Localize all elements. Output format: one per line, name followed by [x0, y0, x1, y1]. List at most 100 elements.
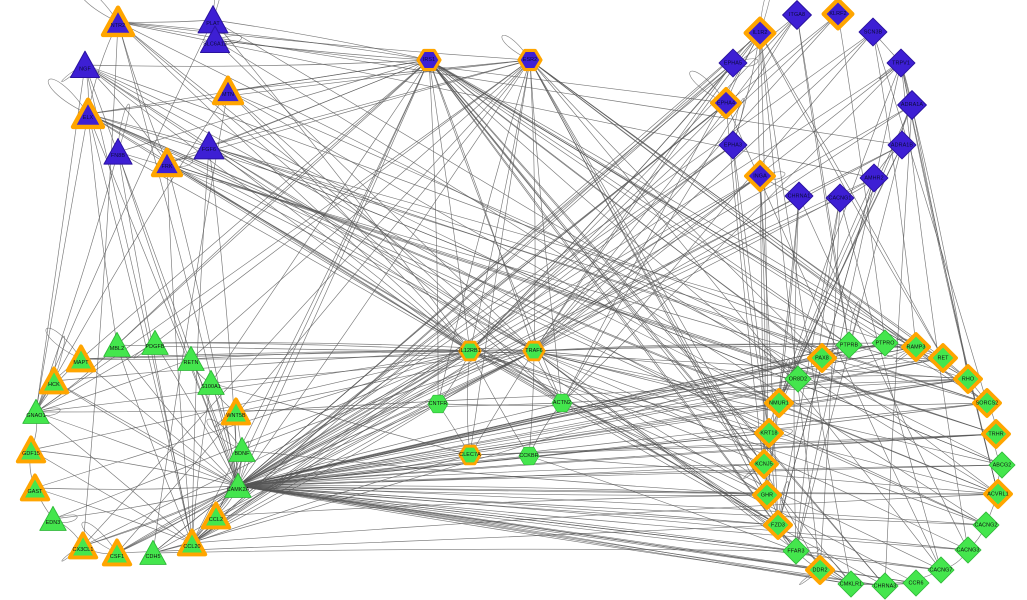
graph-node-kcnj5[interactable]: KCNJ5 [749, 449, 779, 479]
graph-node-gdf15[interactable]: GDF15 [15, 435, 47, 465]
graph-node-klrf2[interactable]: KLRF2 [821, 0, 855, 31]
edge [166, 162, 535, 352]
graph-node-ntr2[interactable]: NTR2 [100, 5, 136, 39]
graph-node-cacng7[interactable]: CACNG7 [927, 556, 956, 585]
graph-node-cx3cl1[interactable]: CX3CL1 [67, 531, 99, 561]
edge [529, 59, 823, 359]
edge [227, 59, 531, 92]
edge [533, 350, 1003, 466]
edge [528, 455, 797, 552]
graph-node-il1r2[interactable]: IL1R2 [743, 16, 777, 50]
edge [428, 59, 765, 465]
graph-node-frk[interactable]: FRK [150, 147, 184, 179]
graph-node-ngf[interactable]: NGF [69, 49, 102, 82]
graph-node-il12rb1[interactable]: IL12RB1 [458, 340, 482, 362]
edge [166, 162, 193, 544]
graph-node-epha3[interactable]: EPHA3 [718, 130, 749, 161]
edge [428, 59, 917, 348]
graph-node-mbl2[interactable]: MBL2 [102, 330, 132, 360]
graph-node-adra1b[interactable]: ADRA1B [887, 130, 918, 161]
graph-node-fgf6[interactable]: FGF6 [192, 129, 226, 163]
graph-node-scn3b[interactable]: SCN3B [858, 17, 889, 48]
edge [428, 59, 852, 585]
graph-node-irs1[interactable]: IRS1 [416, 48, 442, 72]
graph-node-slc6a12[interactable]: SLC6A12 [199, 24, 232, 57]
graph-node-esr2[interactable]: ESR2 [517, 48, 543, 72]
graph-node-epha4[interactable]: EPHA4 [710, 87, 742, 119]
graph-node-ccl2[interactable]: CCL2 [200, 501, 232, 531]
graph-node-mtn[interactable]: MTN [211, 75, 245, 107]
graph-node-ghr[interactable]: GHR [752, 480, 782, 510]
edge [237, 433, 997, 487]
graph-node-krt18[interactable]: KRT18 [754, 418, 784, 448]
graph-node-csf1[interactable]: CSF1 [101, 538, 133, 568]
edge [533, 350, 799, 380]
graph-node-edn3[interactable]: EDN3 [38, 504, 68, 534]
graph-node-inga[interactable]: INGA [744, 160, 776, 192]
graph-node-ddr2[interactable]: DDR2 [805, 555, 835, 585]
graph-node-trpv1[interactable]: TRPV1 [886, 48, 917, 79]
edge [469, 350, 987, 526]
edge [152, 344, 850, 554]
graph-node-ptpro[interactable]: PTPRO [871, 329, 900, 358]
graph-node-itga8[interactable]: ITGA8 [781, 0, 813, 31]
graph-node-wnt5b[interactable]: WNT5B [220, 397, 252, 427]
graph-node-gast[interactable]: GAST [19, 473, 51, 503]
graph-node-cckbr[interactable]: CCKBR [518, 445, 540, 467]
edge [237, 403, 439, 487]
graph-node-ccl20[interactable]: CCL20 [176, 528, 208, 558]
edge [533, 350, 969, 551]
graph-node-s100a1[interactable]: S100A1 [196, 368, 226, 398]
graph-node-cacng1[interactable]: CACNG1 [825, 183, 856, 214]
graph-node-hck[interactable]: HCK [38, 366, 70, 396]
graph-node-cacng3[interactable]: CACNG3 [954, 536, 983, 565]
graph-node-cntfr[interactable]: CNTFR [427, 393, 449, 415]
graph-node-cdh5[interactable]: CDH5 [138, 538, 168, 568]
graph-node-actn2[interactable]: ACTN2 [551, 392, 573, 414]
graph-node-trhr[interactable]: TRHR [981, 419, 1011, 449]
edge [154, 342, 471, 352]
edge [237, 102, 727, 487]
graph-node-fzd3[interactable]: FZD3 [763, 510, 793, 540]
graph-node-abcg2[interactable]: ABCG2 [988, 451, 1017, 480]
graph-node-cmklr1[interactable]: CMKLR1 [837, 570, 866, 599]
edge [237, 485, 969, 551]
graph-node-clec7a[interactable]: CLEC7A [458, 444, 482, 466]
graph-node-traf6[interactable]: TRAF6 [522, 340, 546, 362]
edge [428, 59, 886, 587]
graph-node-ptprb[interactable]: PTPRB [835, 331, 864, 360]
graph-node-epha5[interactable]: EPHA5 [718, 48, 749, 79]
edge [732, 144, 770, 434]
graph-node-nmur1[interactable]: NMUR1 [764, 388, 794, 418]
edge [428, 59, 471, 352]
edge [428, 59, 535, 352]
graph-node-amhr2[interactable]: AMHR2 [859, 163, 890, 194]
edge [80, 59, 430, 360]
graph-node-ccr6[interactable]: CCR6 [902, 569, 931, 598]
edge [208, 145, 1003, 466]
graph-node-fn8b[interactable]: FN8B [102, 136, 134, 168]
self-loop-edge [81, 521, 118, 554]
graph-node-sorcs2[interactable]: SORCS2 [972, 388, 1002, 418]
graph-node-chrna1[interactable]: CHRNA1 [784, 181, 815, 212]
graph-node-acvrl1[interactable]: ACVRL1 [983, 479, 1013, 509]
graph-node-pdgfb[interactable]: PDGFB [140, 328, 170, 358]
edge [900, 62, 969, 551]
graph-node-ramp3[interactable]: RAMP3 [901, 332, 931, 362]
edge [778, 62, 902, 404]
edge [529, 59, 821, 571]
edge [872, 31, 988, 404]
graph-node-elx[interactable]: ELX [70, 97, 106, 131]
edge [469, 14, 798, 352]
edge [796, 14, 850, 346]
edge [798, 195, 969, 551]
edge [241, 449, 768, 496]
graph-node-adra1a[interactable]: ADRA1A [896, 89, 928, 121]
edge [154, 342, 535, 352]
graph-node-gnao1[interactable]: GNAO1 [21, 397, 51, 427]
graph-node-chrna3[interactable]: CHRNA3 [871, 572, 900, 600]
graph-node-bdnf[interactable]: BDNF [227, 435, 257, 465]
graph-node-mapt[interactable]: MAPT [65, 344, 97, 374]
graph-node-camk2a[interactable]: CAMK2A [223, 471, 253, 501]
